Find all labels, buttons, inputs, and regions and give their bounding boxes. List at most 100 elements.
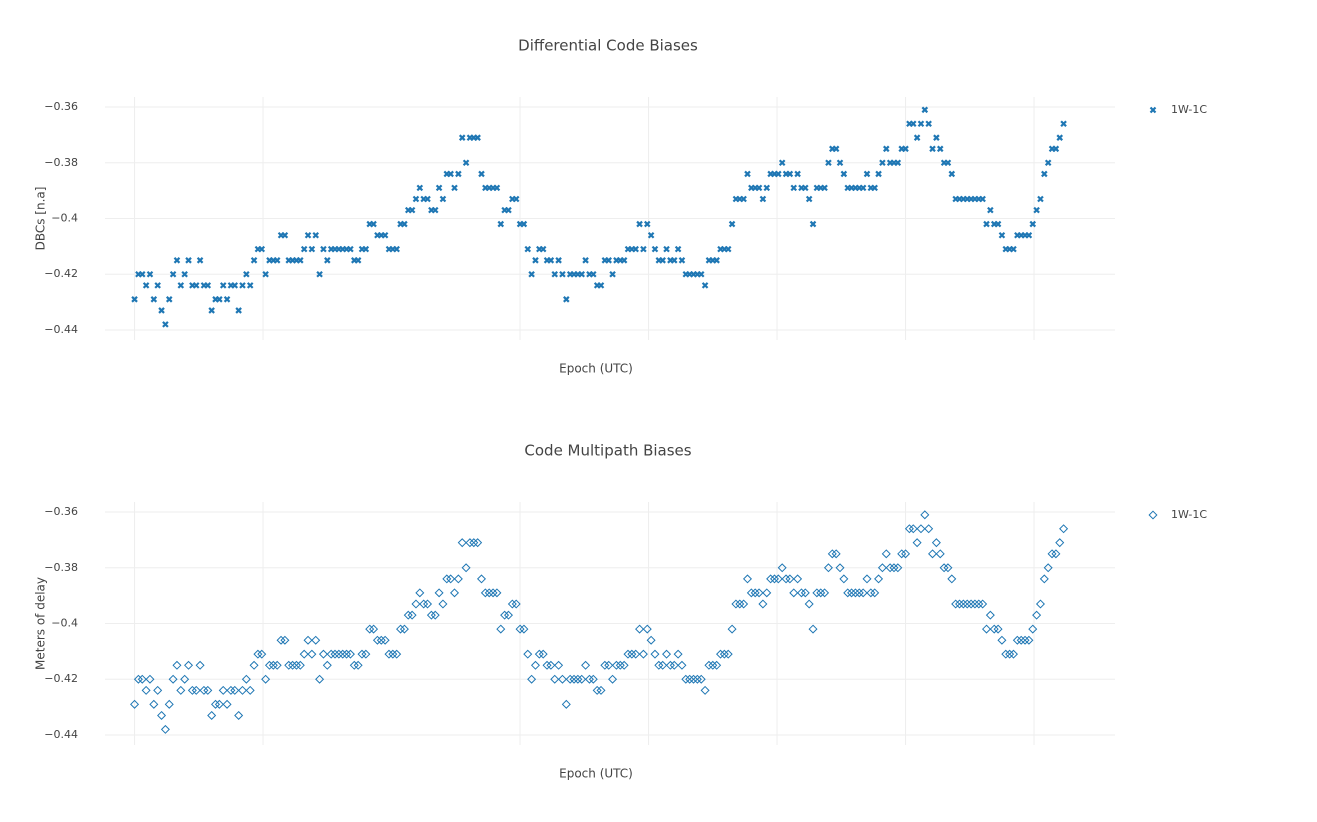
marker-x bbox=[173, 257, 181, 264]
marker-diamond bbox=[222, 699, 232, 709]
marker-x bbox=[347, 245, 354, 253]
marker-diamond bbox=[704, 660, 714, 670]
marker-diamond bbox=[781, 574, 791, 584]
marker-diamond bbox=[939, 563, 949, 573]
marker-diamond bbox=[153, 685, 163, 695]
marker-x bbox=[674, 245, 682, 253]
marker-x bbox=[1149, 106, 1157, 114]
marker-diamond bbox=[141, 685, 151, 695]
marker-diamond bbox=[554, 660, 564, 670]
marker-x bbox=[231, 282, 239, 289]
marker-diamond bbox=[419, 599, 429, 609]
marker-diamond bbox=[581, 660, 591, 670]
marker-x bbox=[401, 220, 408, 228]
marker-x bbox=[408, 206, 416, 214]
marker-diamond bbox=[735, 599, 745, 609]
marker-diamond bbox=[538, 649, 548, 659]
marker-diamond bbox=[646, 635, 656, 645]
marker-diamond bbox=[700, 685, 710, 695]
marker-diamond bbox=[854, 588, 864, 598]
marker-diamond bbox=[311, 635, 321, 645]
marker-diamond bbox=[133, 674, 143, 684]
marker-diamond bbox=[164, 699, 174, 709]
marker-x bbox=[235, 307, 242, 314]
marker-diamond bbox=[326, 649, 336, 659]
marker-diamond bbox=[943, 563, 953, 573]
marker-x bbox=[493, 184, 501, 192]
marker-diamond bbox=[978, 599, 988, 609]
marker-x bbox=[582, 257, 589, 264]
marker-x bbox=[936, 145, 944, 153]
marker-x bbox=[840, 170, 848, 178]
marker-diamond bbox=[742, 574, 753, 584]
marker-diamond bbox=[172, 660, 182, 670]
marker-x bbox=[1044, 159, 1052, 167]
marker-x bbox=[1052, 145, 1060, 153]
subplot: Differential Code Biases −0.36 −0.38 −0.4 −0… bbox=[34, 37, 1208, 376]
marker-diamond bbox=[600, 660, 610, 670]
marker-diamond bbox=[592, 685, 602, 695]
marker-x bbox=[393, 245, 400, 253]
marker-diamond bbox=[442, 574, 452, 584]
marker-diamond bbox=[180, 674, 190, 684]
marker-diamond bbox=[157, 710, 167, 720]
marker-x bbox=[647, 231, 655, 239]
marker-x bbox=[528, 270, 535, 278]
marker-diamond bbox=[546, 660, 556, 670]
marker-x bbox=[138, 270, 146, 278]
marker-x bbox=[250, 257, 258, 264]
marker-x bbox=[300, 245, 308, 253]
marker-x bbox=[659, 257, 666, 264]
marker-diamond bbox=[430, 610, 440, 620]
marker-x bbox=[165, 296, 173, 303]
marker-diamond bbox=[689, 674, 699, 684]
marker-diamond bbox=[272, 660, 282, 670]
marker-x bbox=[181, 270, 188, 278]
marker-diamond bbox=[1005, 649, 1015, 659]
legend-label: 1W-1C bbox=[1171, 508, 1207, 521]
marker-diamond bbox=[369, 624, 379, 634]
marker-x bbox=[304, 231, 312, 239]
marker-diamond bbox=[766, 574, 776, 584]
marker-x bbox=[925, 120, 932, 128]
marker-diamond bbox=[808, 624, 818, 634]
marker-x bbox=[759, 195, 767, 203]
marker-x bbox=[724, 245, 732, 253]
marker-diamond bbox=[789, 588, 799, 598]
marker-diamond bbox=[361, 649, 371, 659]
marker-diamond bbox=[677, 660, 687, 670]
marker-x bbox=[281, 231, 289, 239]
marker-diamond bbox=[746, 588, 756, 598]
marker-diamond bbox=[299, 649, 309, 659]
marker-x bbox=[505, 206, 512, 214]
marker-diamond bbox=[673, 649, 683, 659]
y-tick-label: −0.44 bbox=[44, 323, 78, 336]
marker-x bbox=[216, 296, 223, 303]
y-tick-label: −0.4 bbox=[51, 617, 78, 630]
marker-diamond bbox=[573, 674, 583, 684]
marker-x bbox=[778, 159, 786, 167]
marker-x bbox=[913, 134, 921, 141]
marker-diamond bbox=[796, 588, 806, 598]
marker-x bbox=[223, 296, 231, 303]
marker-diamond bbox=[261, 674, 271, 684]
marker-x bbox=[412, 195, 420, 203]
marker-x bbox=[146, 270, 154, 278]
marker-x bbox=[497, 220, 505, 228]
marker-x bbox=[316, 270, 323, 278]
marker-diamond bbox=[793, 574, 803, 584]
marker-x bbox=[728, 220, 736, 228]
marker-diamond bbox=[831, 549, 841, 559]
y-tick-label: −0.38 bbox=[44, 561, 78, 574]
marker-x bbox=[740, 195, 747, 203]
marker-x bbox=[431, 206, 439, 214]
marker-diamond bbox=[557, 674, 567, 684]
marker-diamond bbox=[769, 574, 779, 584]
marker-x bbox=[879, 159, 886, 167]
series bbox=[131, 106, 1067, 328]
marker-diamond bbox=[230, 685, 240, 695]
marker-x bbox=[1056, 134, 1064, 141]
marker-x bbox=[162, 321, 169, 328]
marker-diamond bbox=[372, 635, 382, 645]
marker-diamond bbox=[565, 674, 575, 684]
